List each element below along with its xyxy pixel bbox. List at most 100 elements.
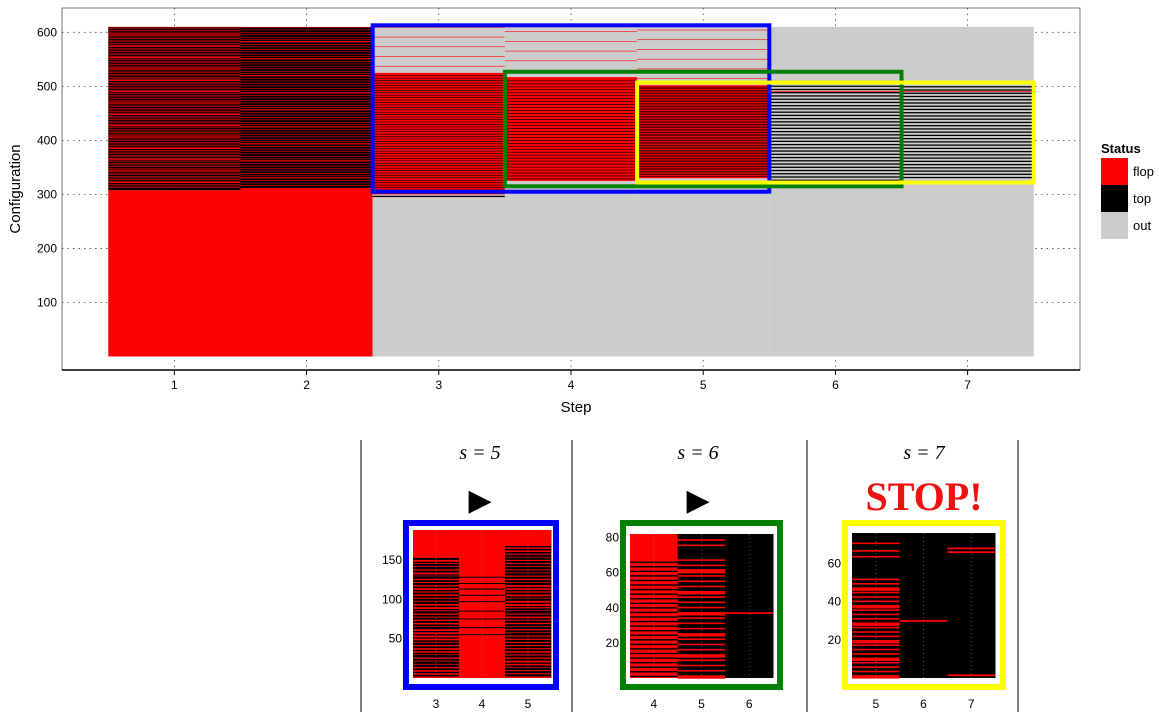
- cell-flop: [677, 648, 726, 651]
- cell-top: [459, 583, 505, 585]
- cell-flop: [504, 41, 638, 42]
- cell-top: [372, 102, 505, 103]
- cell-flop: [240, 92, 373, 94]
- cell-top: [504, 175, 638, 177]
- cell-top: [630, 666, 678, 668]
- cell-flop: [372, 36, 505, 38]
- cell-flop: [108, 96, 241, 98]
- cell-flop: [108, 44, 241, 46]
- cell-top: [505, 630, 551, 633]
- cell-top: [372, 128, 505, 130]
- cell-top: [901, 99, 1034, 101]
- cell-flop: [240, 141, 373, 143]
- cell-flop: [108, 167, 241, 169]
- cell-flop: [108, 31, 241, 33]
- cell-top: [637, 167, 770, 169]
- cell-flop: [108, 54, 241, 56]
- cell-top: [504, 178, 638, 180]
- cell-flop: [677, 544, 726, 547]
- cell-top: [504, 101, 638, 103]
- cell-flop: [240, 173, 373, 174]
- cell-flop: [677, 569, 726, 571]
- cell-flop: [240, 146, 373, 147]
- cell-flop: [108, 82, 241, 83]
- cell-flop: [677, 675, 726, 679]
- cell-flop: [852, 578, 900, 581]
- cell-top: [504, 95, 638, 97]
- cell-flop: [240, 139, 373, 140]
- cell-top: [769, 179, 902, 181]
- cell-top: [637, 133, 770, 135]
- cell-flop: [108, 73, 241, 75]
- cell-flop: [240, 136, 373, 138]
- cell-top: [901, 92, 1034, 94]
- cell-flop: [637, 49, 770, 50]
- cell-top: [637, 106, 770, 107]
- cell-flop: [108, 185, 241, 187]
- panel-title: s = 7: [903, 442, 945, 464]
- panel-x-tick-label: 7: [968, 697, 975, 711]
- cell-flop: [108, 161, 241, 163]
- panel-x-tick-label: 6: [920, 697, 927, 711]
- cell-flop: [677, 627, 726, 630]
- cell-top: [372, 172, 505, 174]
- cell-flop: [108, 138, 241, 140]
- cell-flop: [108, 75, 241, 77]
- cell-top: [901, 118, 1034, 120]
- cell-flop: [240, 27, 373, 28]
- cell-top: [630, 643, 678, 646]
- y-tick-label: 400: [37, 133, 57, 147]
- cell-top: [413, 640, 459, 642]
- cell-top: [413, 658, 459, 661]
- cell-top: [637, 115, 770, 117]
- cell-top: [637, 117, 770, 119]
- cell-flop: [108, 154, 241, 156]
- cell-flop: [108, 143, 241, 145]
- panel-title: s = 6: [677, 442, 718, 464]
- cell-flop: [240, 175, 373, 177]
- cell-flop: [240, 122, 373, 123]
- cell-top: [505, 564, 551, 567]
- cell-flop: [108, 129, 241, 130]
- cell-top: [372, 97, 505, 98]
- cell-top: [637, 141, 770, 143]
- cell-top: [630, 671, 678, 673]
- cell-flop: [108, 34, 241, 36]
- cell-flop: [108, 124, 241, 125]
- cell-top: [372, 145, 505, 147]
- cell-flop: [637, 58, 770, 60]
- panel-y-tick-label: 20: [606, 636, 620, 650]
- cell-flop: [677, 564, 726, 567]
- cell-top: [769, 176, 902, 178]
- cell-top: [637, 132, 770, 133]
- cell-flop: [852, 591, 900, 594]
- cell-top: [901, 102, 1034, 104]
- cell-top: [637, 91, 770, 93]
- cell-flop: [108, 147, 241, 150]
- cell-flop: [108, 83, 241, 85]
- stop-banner: STOP!: [865, 474, 982, 519]
- cell-top: [769, 173, 902, 175]
- cell-top: [637, 101, 770, 103]
- cell-top: [372, 114, 505, 115]
- cell-top: [372, 155, 505, 157]
- cell-flop: [240, 160, 373, 162]
- cell-flop: [108, 39, 241, 41]
- cell-flop: [108, 64, 241, 65]
- cell-top: [901, 95, 1034, 98]
- cell-top: [637, 140, 770, 141]
- cell-flop: [108, 172, 241, 174]
- small-multiples: s = 5 ▶ 3 4 5 50 100 150 s = 6 ▶ 4 5 6 20 40 60 80 s = 7 S…: [382, 442, 1006, 711]
- cell-top: [769, 92, 902, 94]
- cell-top: [504, 110, 638, 111]
- cell-flop: [108, 120, 241, 122]
- cell-top: [505, 646, 551, 649]
- cell-top: [637, 93, 770, 94]
- cell-flop: [852, 635, 900, 638]
- cell-flop: [677, 612, 726, 616]
- cell-top: [505, 614, 551, 617]
- cell-flop: [108, 119, 241, 120]
- cell-top: [637, 127, 770, 128]
- cell-flop: [108, 151, 241, 153]
- cell-flop: [852, 666, 900, 668]
